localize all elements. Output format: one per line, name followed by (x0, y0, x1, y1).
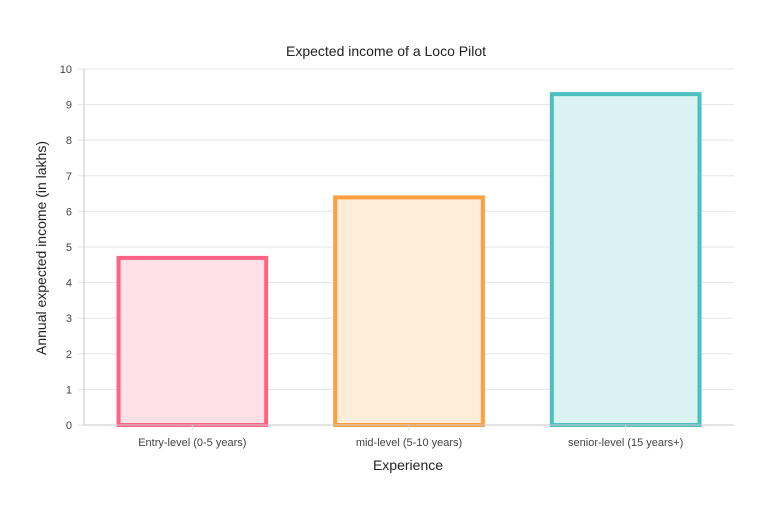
y-tick-label: 6 (66, 206, 72, 218)
y-tick-label: 10 (60, 64, 72, 76)
y-axis-title: Annual expected income (in lakhs) (33, 141, 49, 355)
y-axis-ticks: 0 1 2 3 4 5 6 7 8 9 10 (60, 64, 72, 432)
x-axis-title: Experience (373, 457, 443, 473)
y-tick-label: 3 (66, 313, 72, 325)
x-tick-label: mid-level (5-10 years) (356, 437, 462, 449)
y-tick-label: 9 (66, 100, 72, 112)
x-axis-ticks: Entry-level (0-5 years) mid-level (5-10 y… (138, 425, 683, 449)
y-tick-label: 7 (66, 171, 72, 183)
bar (116, 255, 269, 427)
chart-title: Expected income of a Loco Pilot (286, 43, 486, 59)
x-tick-label: Entry-level (0-5 years) (138, 437, 246, 449)
y-tick-label: 2 (66, 349, 72, 361)
y-tick-label: 8 (66, 135, 72, 147)
y-tick-label: 5 (66, 242, 72, 254)
bars (116, 92, 702, 427)
y-tick-label: 0 (66, 420, 72, 432)
bar (333, 195, 485, 427)
bar (549, 92, 702, 427)
y-tick-label: 4 (66, 278, 72, 290)
y-tick-label: 1 (66, 384, 72, 396)
x-tick-label: senior-level (15 years+) (568, 437, 683, 449)
